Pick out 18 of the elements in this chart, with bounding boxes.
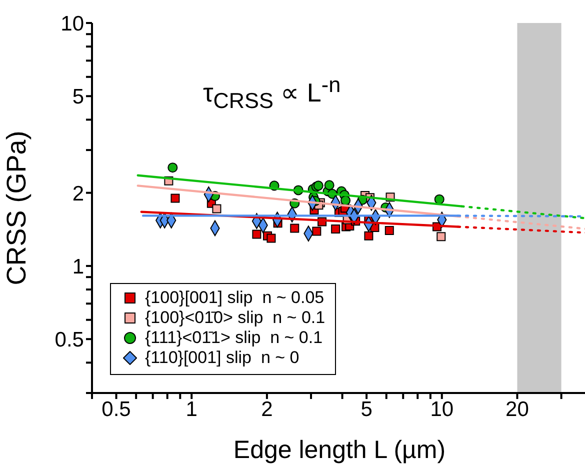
y-tick-label: 5 — [72, 86, 84, 109]
y-axis-title: CRSS (GPa) — [2, 130, 32, 286]
y-tick-label: 1 — [72, 255, 84, 278]
annotation: τ$_{CRSS}$ ∝ L$^{-n}$ — [203, 72, 341, 114]
legend-label: {100}<01̄0> slip n ~ 0.1 — [145, 308, 326, 328]
x-tick-label: 0.5 — [102, 398, 131, 421]
legend-label: {111}<01̄1> slip n ~ 0.1 — [145, 328, 323, 348]
legend-label: {110}[001] slip n ~ 0 — [145, 348, 300, 368]
y-tick-label: 10 — [60, 12, 84, 36]
y-tick-label: 2 — [72, 182, 84, 206]
x-tick-label: 20 — [506, 398, 529, 421]
x-tick-label: 5 — [360, 398, 372, 421]
x-axis-title: Edge length L (µm) — [233, 436, 446, 464]
x-tick-label: 2 — [261, 398, 273, 421]
y-tick-label: 0.5 — [54, 328, 84, 352]
legend-label: {100}[001] slip n ~ 0.05 — [145, 288, 324, 308]
x-tick-label: 10 — [430, 398, 454, 421]
x-tick-label: 1 — [186, 398, 198, 421]
